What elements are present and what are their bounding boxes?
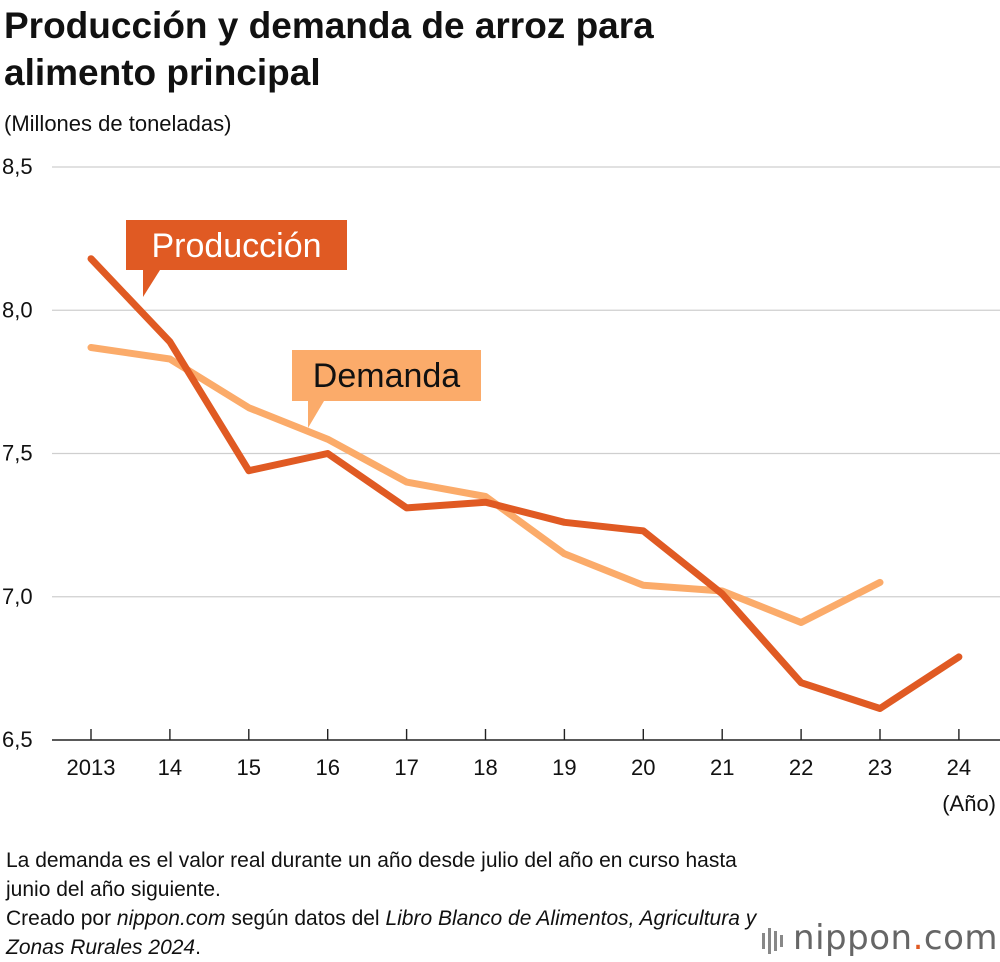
series-name-label: Producción [151,227,321,265]
series-lines [87,255,963,712]
callout-pointer [308,401,324,428]
grid-lines [52,166,1000,741]
source-site: nippon.com [116,907,226,930]
x-ticks: 2013 14 15 16 17 18 19 20 21 22 23 24 [67,729,971,780]
brand-name: nippon [793,918,913,958]
x-tick-label: 23 [868,755,892,780]
brand-logo: nippon.com [761,918,998,958]
footnote-line-1: La demanda es el valor real durante un a… [6,849,737,901]
x-tick-label: 17 [394,755,418,780]
footnote-line-2: Creado por nippon.com según datos del Li… [6,904,786,962]
x-tick-label: 19 [552,755,576,780]
x-tick-label: 14 [158,755,182,780]
callout-box [126,220,347,270]
callout-pointer [143,270,160,297]
series-name-label: Demanda [313,357,461,395]
y-tick-label: 8,0 [2,297,33,322]
callout-produccion: Producción [126,220,347,297]
nippon-logo-icon [762,927,784,954]
x-tick-label: 20 [631,755,655,780]
x-tick-label: 22 [789,755,813,780]
x-tick-label: 15 [237,755,261,780]
x-tick-label: 16 [315,755,339,780]
x-axis-unit-label: (Año) [942,791,996,816]
y-tick-label: 7,5 [2,441,33,466]
x-tick-label: 24 [947,755,971,780]
source-prefix: Creado por [6,907,117,930]
series-callouts: Producción Demanda [126,220,481,428]
chart-title: Producción y demanda de arroz para alime… [4,5,654,93]
series-line-produccion [87,255,963,712]
y-tick-label: 8,5 [2,154,33,179]
y-tick-label: 6,5 [2,727,33,752]
y-tick-labels: 6,5 7,0 7,5 8,0 8,5 [2,154,33,752]
y-axis-unit-label: (Millones de toneladas) [4,111,232,136]
source-middle: según datos del [225,907,386,930]
line-chart: 6,5 7,0 7,5 8,0 8,5 2013 14 15 16 17 18 19 20 21 22 23… [2,154,1000,816]
source-book: Libro Blanco de Alimentos, Agricultura y… [6,907,757,959]
x-tick-label: 18 [473,755,497,780]
callout-demanda: Demanda [292,350,481,428]
brand-dot: . [912,918,924,958]
callout-box [292,350,481,401]
x-tick-label: 2013 [67,755,116,780]
series-line-demanda [87,344,884,626]
brand-tld: com [923,918,998,958]
y-tick-label: 7,0 [2,584,33,609]
source-suffix: . [195,936,201,959]
x-tick-label: 21 [710,755,734,780]
footnote: La demanda es el valor real durante un a… [6,846,786,962]
